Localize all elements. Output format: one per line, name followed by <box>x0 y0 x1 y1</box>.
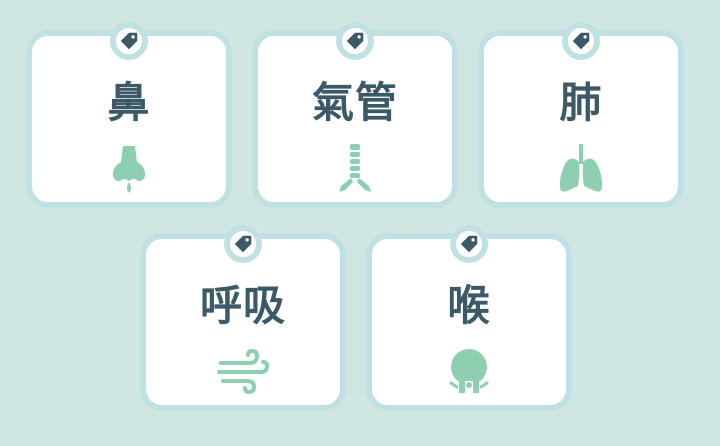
card-nose[interactable]: 鼻 <box>26 22 232 208</box>
trachea-icon <box>327 140 383 196</box>
tag-badge <box>562 22 600 60</box>
card-label: 呼吸 <box>199 281 286 330</box>
tag-icon <box>572 32 590 50</box>
tag-icon <box>346 32 364 50</box>
tag-icon <box>120 32 138 50</box>
card-label: 肺 <box>559 78 603 127</box>
tag-badge <box>336 22 374 60</box>
card-throat[interactable]: 喉 <box>366 225 572 411</box>
lungs-icon <box>553 140 609 196</box>
tag-badge <box>224 225 262 263</box>
card-breathing[interactable]: 呼吸 <box>140 225 346 411</box>
wind-icon <box>215 343 271 399</box>
nose-icon <box>101 140 157 196</box>
card-label: 鼻 <box>107 78 151 127</box>
tag-badge <box>110 22 148 60</box>
tag-badge <box>450 225 488 263</box>
card-lungs[interactable]: 肺 <box>478 22 684 208</box>
card-trachea[interactable]: 氣管 <box>252 22 458 208</box>
tag-icon <box>460 235 478 253</box>
throat-icon <box>441 343 497 399</box>
tag-icon <box>234 235 252 253</box>
card-label: 氣管 <box>311 78 398 127</box>
card-label: 喉 <box>447 281 491 330</box>
